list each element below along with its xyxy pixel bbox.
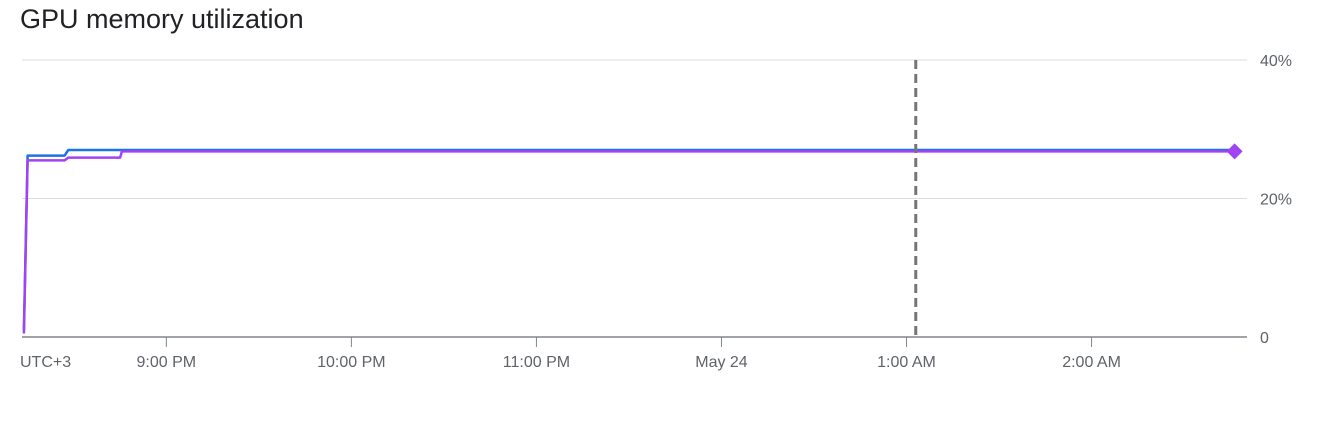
x-tick-label: May 24 [695, 354, 748, 371]
y-tick-label: 0 [1260, 330, 1269, 347]
x-tick-label: 1:00 AM [877, 354, 936, 371]
x-tick-label: 10:00 PM [317, 354, 385, 371]
x-tick-label: 9:00 PM [137, 354, 197, 371]
x-tick-label: 11:00 PM [503, 354, 570, 371]
series-line-2 [22, 150, 1240, 334]
y-tick-label: 40% [1260, 53, 1292, 70]
y-tick-label: 20% [1260, 192, 1292, 209]
series-end-marker [1226, 143, 1243, 160]
series-line-1 [22, 148, 1240, 331]
timezone-label: UTC+3 [20, 354, 71, 371]
x-tick-label: 2:00 AM [1062, 354, 1121, 371]
chart-title: GPU memory utilization [20, 4, 304, 34]
